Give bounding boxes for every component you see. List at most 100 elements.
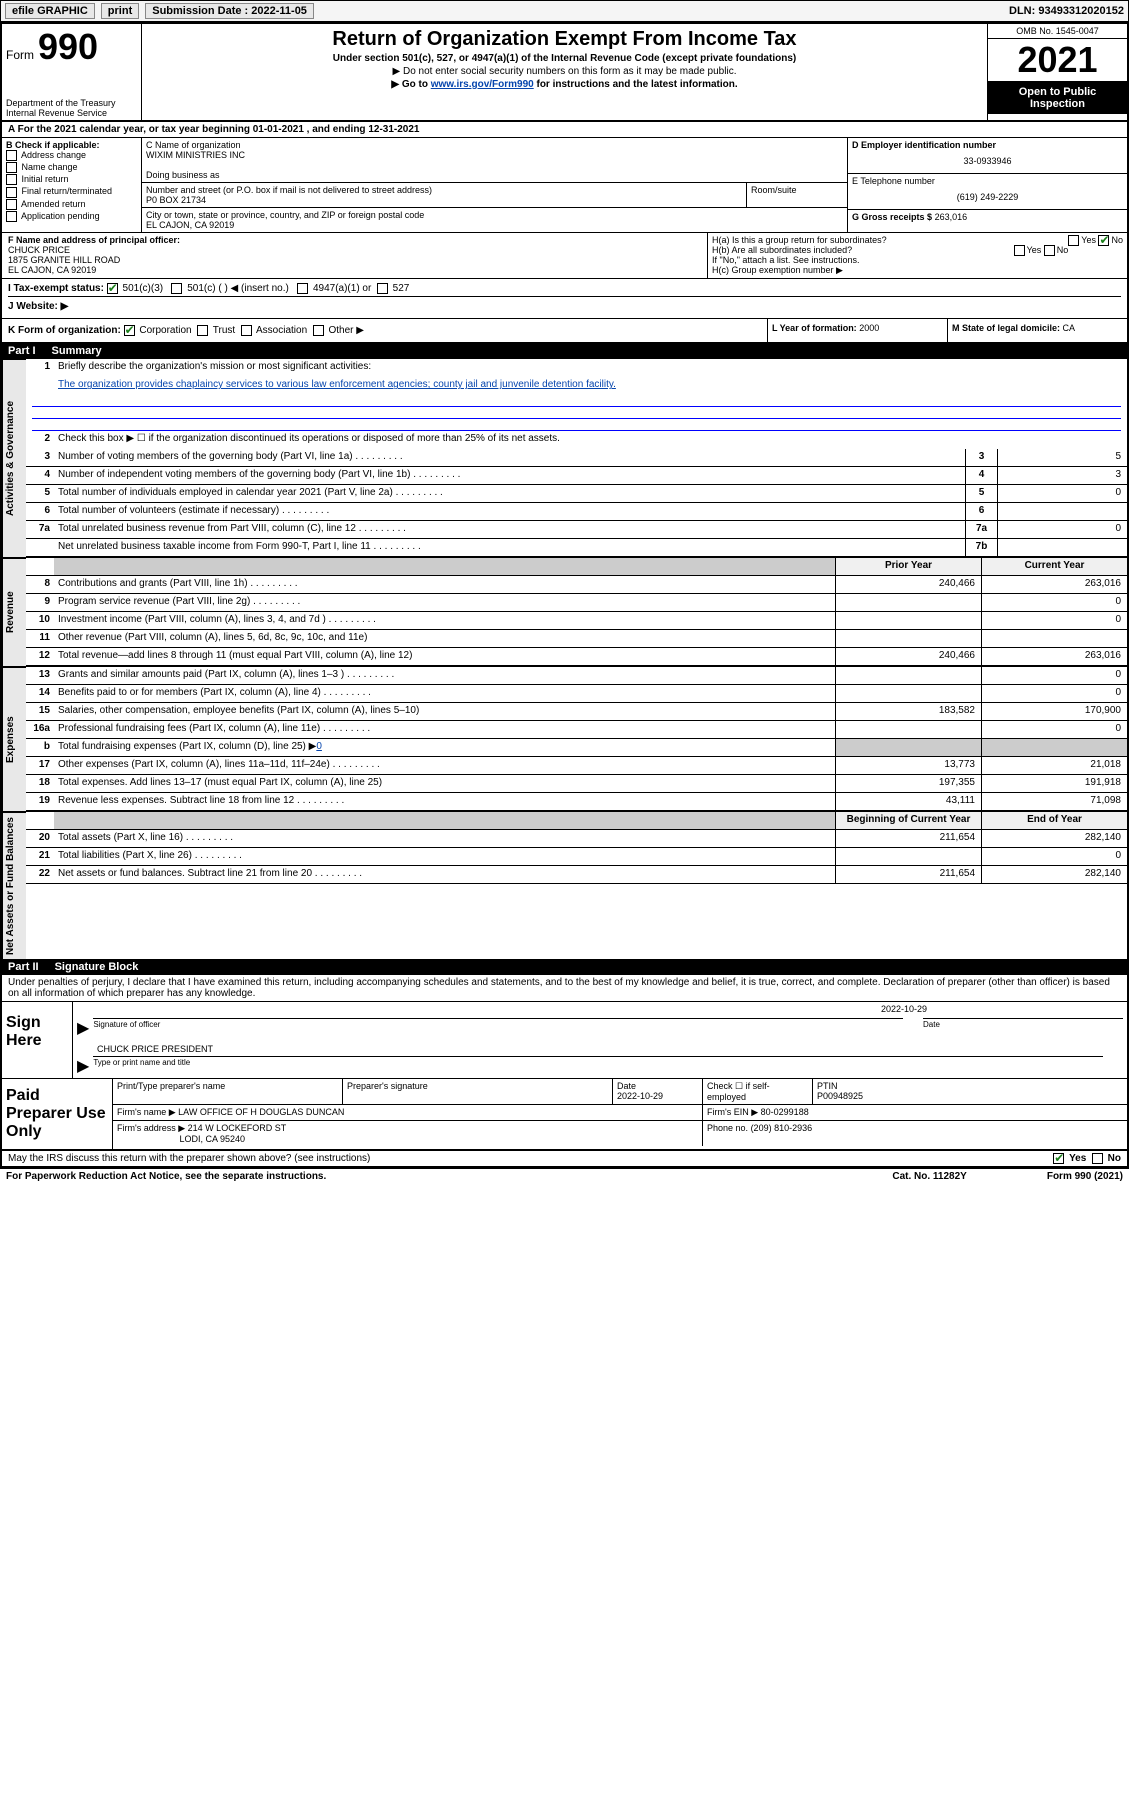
form-subtitle-2: ▶ Do not enter social security numbers o… bbox=[146, 66, 983, 77]
chk-other[interactable] bbox=[313, 325, 324, 336]
h-b-yes[interactable] bbox=[1014, 245, 1025, 256]
part-2-header: Part II Signature Block bbox=[2, 959, 1127, 975]
pp-date: 2022-10-29 bbox=[617, 1091, 663, 1101]
line-4-val: 3 bbox=[997, 467, 1127, 484]
line-8-prior: 240,466 bbox=[835, 576, 981, 593]
form-footer: Form 990 (2021) bbox=[1047, 1171, 1123, 1182]
paperwork-notice: For Paperwork Reduction Act Notice, see … bbox=[6, 1171, 326, 1182]
chk-initial-return[interactable] bbox=[6, 174, 17, 185]
form-header: Form 990 Department of the Treasury Inte… bbox=[2, 24, 1127, 122]
website-label: J Website: ▶ bbox=[8, 301, 68, 312]
row-i-j: I Tax-exempt status: 501(c)(3) 501(c) ( … bbox=[2, 279, 1127, 319]
h-b-label: H(b) Are all subordinates included? bbox=[712, 245, 852, 255]
line-20: Total assets (Part X, line 16) bbox=[58, 832, 183, 843]
line-3: Number of voting members of the governin… bbox=[58, 451, 353, 462]
chk-amended[interactable] bbox=[6, 199, 17, 210]
line-19: Revenue less expenses. Subtract line 18 … bbox=[58, 795, 294, 806]
chk-assoc[interactable] bbox=[241, 325, 252, 336]
line-11-prior bbox=[835, 630, 981, 647]
h-c-label: H(c) Group exemption number ▶ bbox=[712, 265, 1123, 276]
chk-527[interactable] bbox=[377, 283, 388, 294]
side-activities: Activities & Governance bbox=[2, 359, 26, 557]
chk-name-change[interactable] bbox=[6, 162, 17, 173]
omb-number: OMB No. 1545-0047 bbox=[988, 24, 1127, 39]
col-f-officer: F Name and address of principal officer:… bbox=[2, 233, 707, 278]
sig-name-title: CHUCK PRICE PRESIDENT bbox=[73, 1040, 1127, 1054]
h-b-note: If "No," attach a list. See instructions… bbox=[712, 255, 1123, 265]
form-subtitle-3: ▶ Go to www.irs.gov/Form990 for instruct… bbox=[146, 79, 983, 90]
form-number: 990 bbox=[38, 26, 98, 68]
chk-address-change[interactable] bbox=[6, 150, 17, 161]
pp-addr2: LODI, CA 95240 bbox=[180, 1134, 246, 1144]
col-b-label: B Check if applicable: bbox=[6, 140, 100, 150]
officer-addr2: EL CAJON, CA 92019 bbox=[8, 265, 96, 275]
line-10-curr: 0 bbox=[981, 612, 1127, 629]
chk-corp[interactable] bbox=[124, 325, 135, 336]
irs-label: Internal Revenue Service bbox=[6, 108, 137, 118]
line-16b: Total fundraising expenses (Part IX, col… bbox=[58, 741, 316, 752]
form-word: Form bbox=[6, 48, 34, 62]
chk-501c[interactable] bbox=[171, 283, 182, 294]
side-netassets: Net Assets or Fund Balances bbox=[2, 812, 26, 959]
irs-link[interactable]: www.irs.gov/Form990 bbox=[431, 79, 534, 90]
discuss-no[interactable] bbox=[1092, 1153, 1103, 1164]
line-10-prior bbox=[835, 612, 981, 629]
tax-year: 2021 bbox=[988, 39, 1127, 82]
line-7a: Total unrelated business revenue from Pa… bbox=[58, 523, 356, 534]
h-b-no[interactable] bbox=[1044, 245, 1055, 256]
chk-4947[interactable] bbox=[297, 283, 308, 294]
pp-sig: Preparer's signature bbox=[343, 1079, 613, 1104]
pp-firm-name-label: Firm's name ▶ bbox=[117, 1107, 176, 1117]
year-formation-label: L Year of formation: bbox=[772, 323, 857, 333]
cat-no: Cat. No. 11282Y bbox=[892, 1171, 966, 1182]
col-h-group: H(a) Is this a group return for subordin… bbox=[707, 233, 1127, 278]
line-16a-prior bbox=[835, 721, 981, 738]
line-11: Other revenue (Part VIII, column (A), li… bbox=[58, 632, 367, 643]
chk-app-pending[interactable] bbox=[6, 211, 17, 222]
discuss-yes[interactable] bbox=[1053, 1153, 1064, 1164]
arrow-icon-2: ▶ bbox=[77, 1056, 89, 1076]
line-14: Benefits paid to or for members (Part IX… bbox=[58, 687, 321, 698]
line-13: Grants and similar amounts paid (Part IX… bbox=[58, 669, 344, 680]
h-a-label: H(a) Is this a group return for subordin… bbox=[712, 235, 887, 245]
line-21: Total liabilities (Part X, line 26) bbox=[58, 850, 192, 861]
h-a-yes[interactable] bbox=[1068, 235, 1079, 246]
sign-here-label: Sign Here bbox=[2, 1002, 72, 1078]
prior-year-head: Prior Year bbox=[835, 558, 981, 575]
h-a-no[interactable] bbox=[1098, 235, 1109, 246]
form-subtitle-1: Under section 501(c), 527, or 4947(a)(1)… bbox=[146, 53, 983, 64]
col-b-checkboxes: B Check if applicable: Address change Na… bbox=[2, 138, 142, 232]
line-22-curr: 282,140 bbox=[981, 866, 1127, 883]
city-label: City or town, state or province, country… bbox=[146, 210, 843, 220]
print-button[interactable]: print bbox=[101, 3, 139, 19]
pp-ptin: P00948925 bbox=[817, 1091, 863, 1101]
org-name: WIXIM MINISTRIES INC bbox=[146, 150, 843, 160]
dln-label: DLN: 93493312020152 bbox=[1009, 5, 1124, 17]
part-1-label: Part I bbox=[8, 345, 36, 357]
chk-501c3[interactable] bbox=[107, 283, 118, 294]
line-7b: Net unrelated business taxable income fr… bbox=[58, 541, 371, 552]
domicile-val: CA bbox=[1063, 323, 1076, 333]
line-12-prior: 240,466 bbox=[835, 648, 981, 665]
line-11-curr bbox=[981, 630, 1127, 647]
col-k-form-org: K Form of organization: Corporation Trus… bbox=[2, 319, 767, 342]
line-12: Total revenue—add lines 8 through 11 (mu… bbox=[58, 650, 412, 661]
line-21-prior bbox=[835, 848, 981, 865]
open-to-public: Open to Public Inspection bbox=[988, 82, 1127, 114]
part-1-title: Summary bbox=[52, 345, 102, 357]
begin-year-head: Beginning of Current Year bbox=[835, 812, 981, 829]
chk-final-return[interactable] bbox=[6, 187, 17, 198]
ein-label: D Employer identification number bbox=[852, 140, 996, 150]
officer-label: F Name and address of principal officer: bbox=[8, 235, 180, 245]
chk-trust[interactable] bbox=[197, 325, 208, 336]
line-17-prior: 13,773 bbox=[835, 757, 981, 774]
line-18: Total expenses. Add lines 13–17 (must eq… bbox=[58, 777, 382, 788]
side-expenses: Expenses bbox=[2, 667, 26, 811]
phone-label: E Telephone number bbox=[852, 176, 1123, 186]
line-17: Other expenses (Part IX, column (A), lin… bbox=[58, 759, 330, 770]
line-13-curr: 0 bbox=[981, 667, 1127, 684]
header-right-block: OMB No. 1545-0047 2021 Open to Public In… bbox=[987, 24, 1127, 120]
dept-label: Department of the Treasury bbox=[6, 98, 137, 108]
efile-button[interactable]: efile GRAPHIC bbox=[5, 3, 95, 19]
addr-value: P0 BOX 21734 bbox=[146, 195, 742, 205]
